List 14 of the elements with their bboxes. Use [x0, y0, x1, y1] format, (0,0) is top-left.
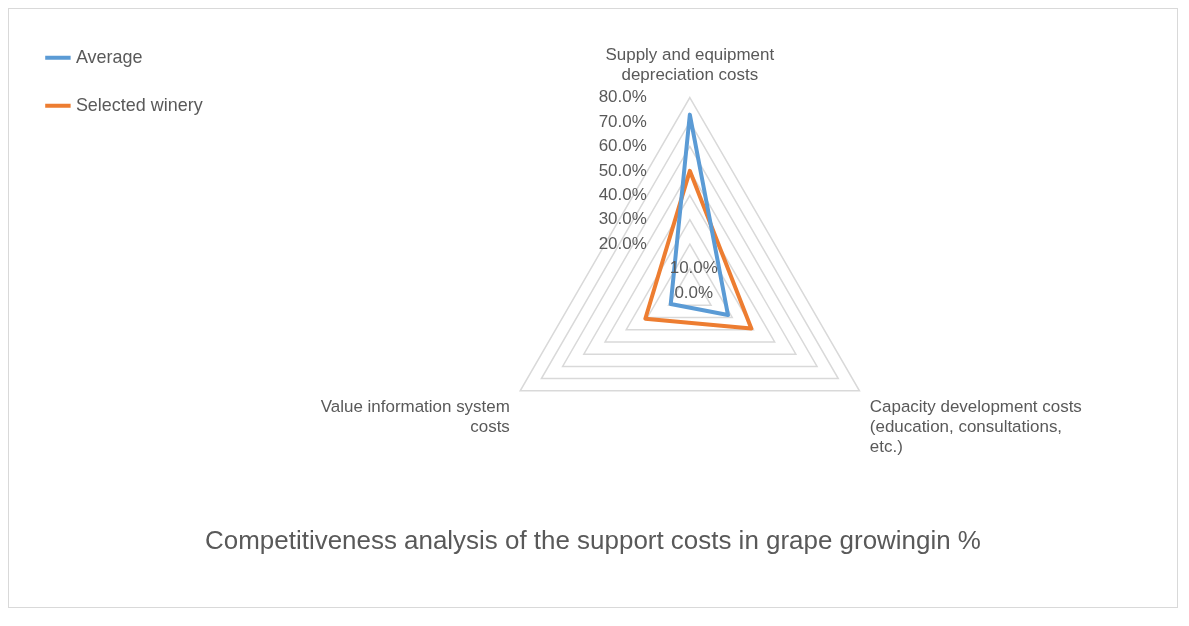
spoke-label: Capacity development costs (education, consultations, etc.) [869, 396, 1082, 457]
text: Competitiveness analysis of the support costs in grape growingin % [205, 525, 981, 554]
y-tick-label: 20.0% [598, 233, 647, 253]
y-tick-label: 50.0% [598, 160, 647, 180]
y-tick-label: 60.0% [598, 136, 647, 156]
spoke-label: Supply and equipment depreciation costs [605, 44, 775, 85]
y-tick-label: 40.0% [598, 184, 647, 204]
y-tick-label: 0.0% [674, 282, 714, 302]
y-tick-label: 70.0% [598, 111, 647, 131]
y-tick-label: 30.0% [598, 209, 647, 229]
legend-label: Average [75, 46, 143, 67]
spoke-label: Value information system costs [320, 396, 510, 436]
y-tick-label: 80.0% [598, 87, 647, 107]
legend-label: Selected winery [75, 94, 203, 115]
